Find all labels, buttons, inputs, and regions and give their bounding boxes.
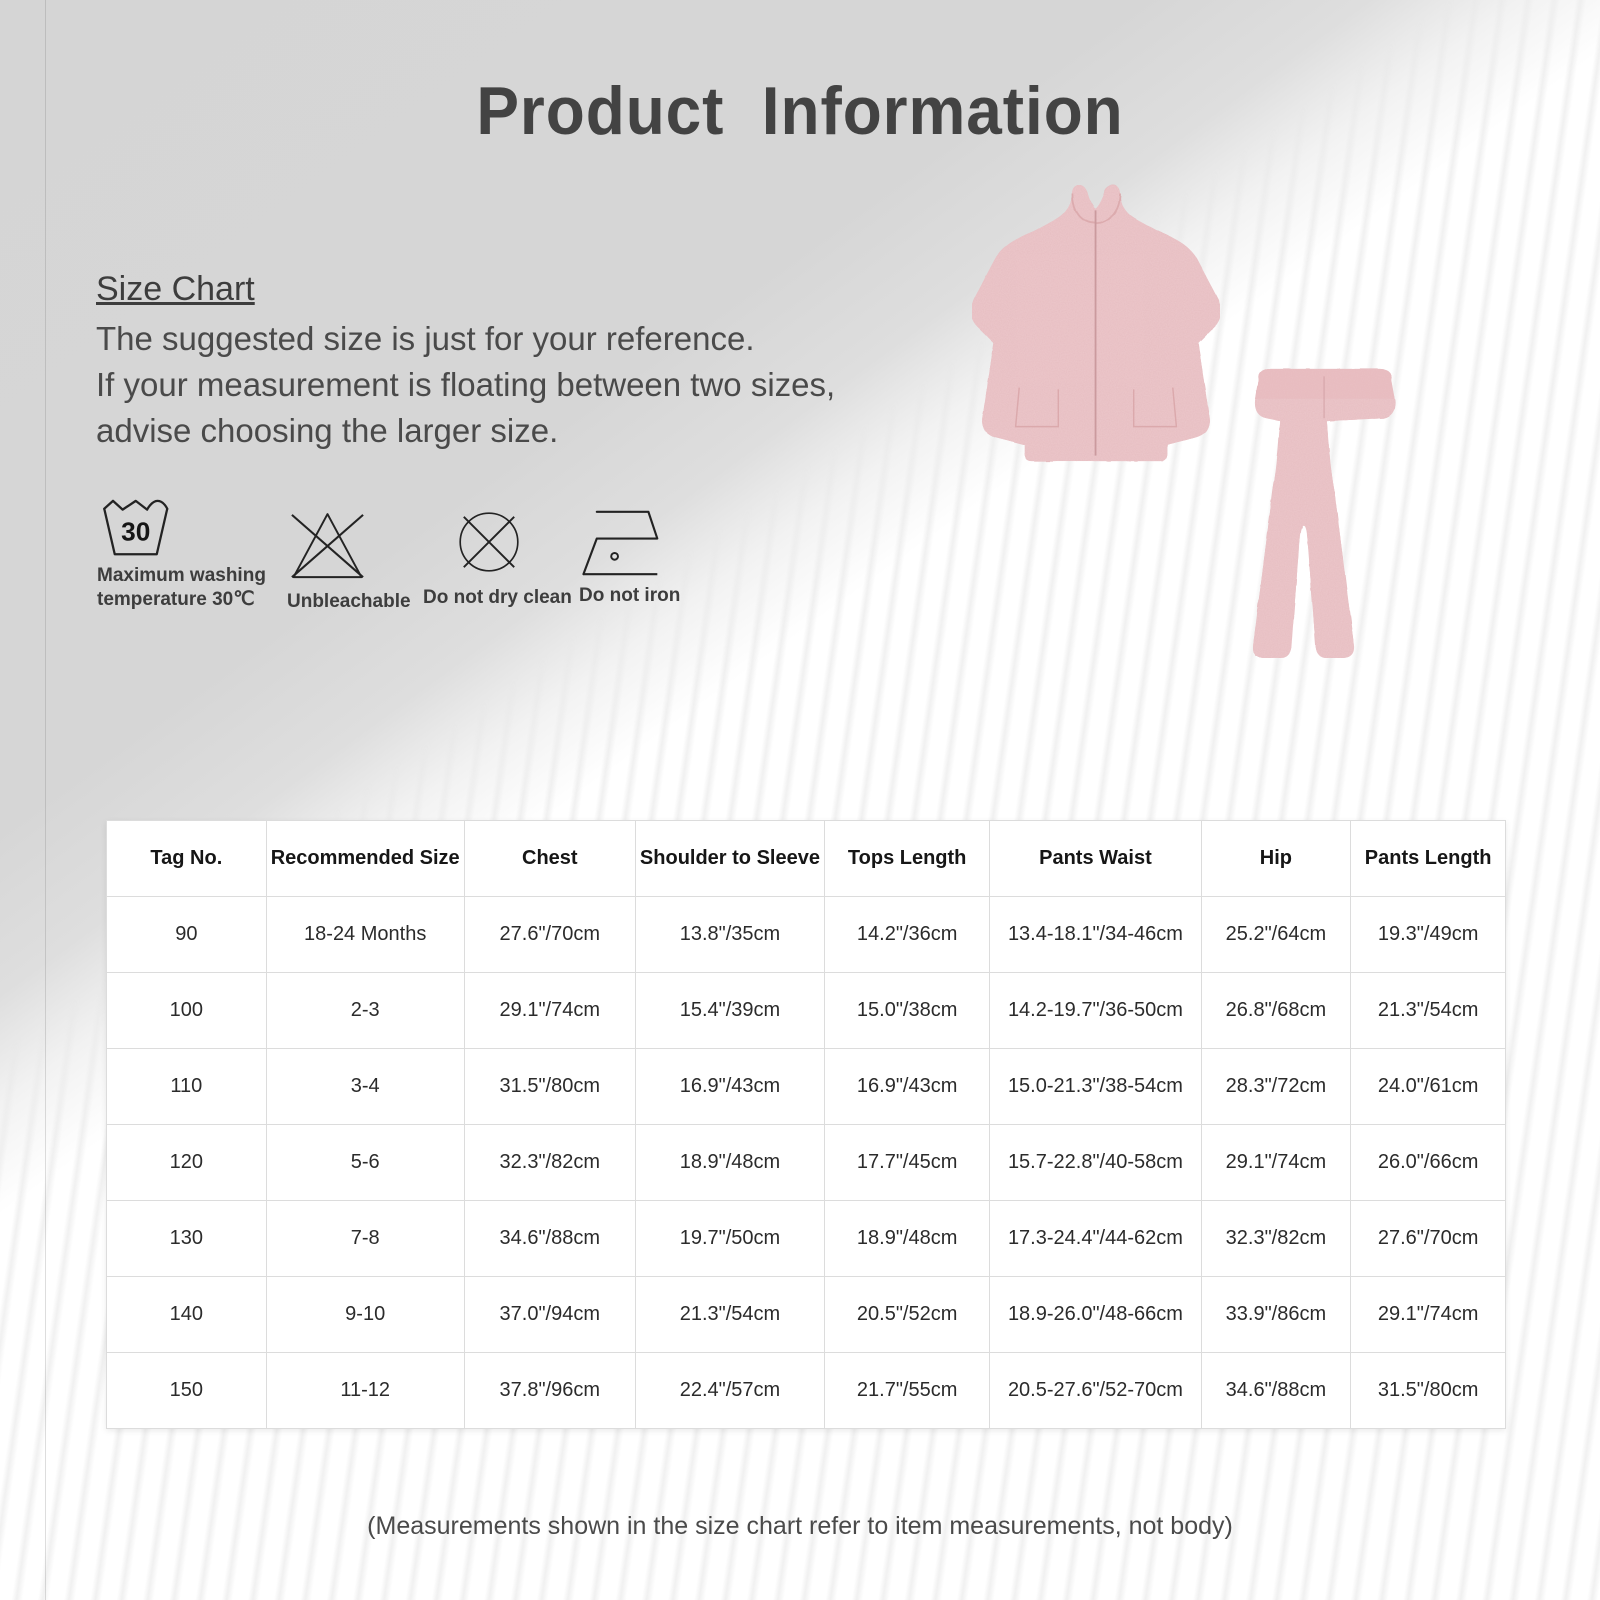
svg-text:30: 30 [121,516,150,546]
